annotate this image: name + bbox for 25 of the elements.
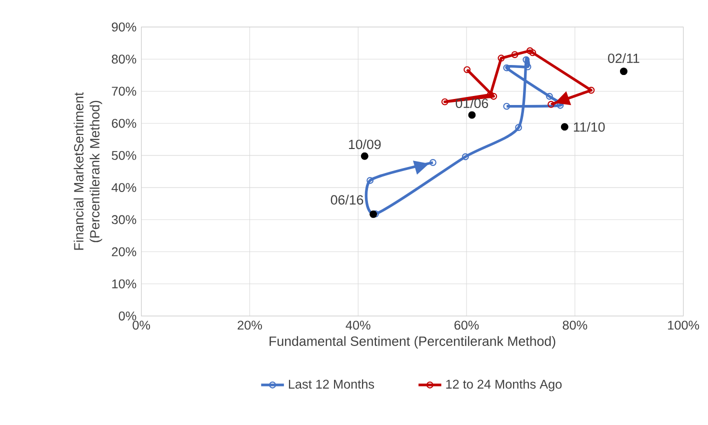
legend-label: 12 to 24 Months Ago	[446, 379, 562, 392]
y-tick-label: 10%	[112, 279, 136, 288]
x-tick-label: 0%	[132, 320, 150, 330]
x-tick-label: 80%	[562, 320, 588, 330]
x-tick-label: 100%	[668, 320, 700, 330]
y-tick-label: 70%	[112, 86, 136, 96]
y-tick-label: 50%	[112, 150, 136, 160]
y-tick-label: 90%	[112, 22, 136, 32]
annotation: 01/06	[456, 98, 488, 108]
y-tick-label: 80%	[112, 54, 136, 64]
annotation: 11/10	[574, 122, 605, 132]
x-axis-title: Fundamental Sentiment (Percentilerank Method)	[270, 336, 556, 349]
x-tick-label: 40%	[346, 320, 370, 330]
y-tick-label: 0%	[118, 312, 136, 320]
x-tick-label: 20%	[238, 320, 262, 330]
annotation: 06/16	[330, 194, 364, 205]
y-axis-title: Financial MarketSentiment (Percentilerank Method)	[74, 92, 102, 250]
y-tick-label: 30%	[112, 215, 136, 224]
annotation: 02/11	[608, 53, 640, 64]
legend-label: Last 12 Months	[288, 379, 374, 389]
x-tick-label: 60%	[454, 320, 479, 330]
y-tick-label: 40%	[112, 183, 136, 192]
y-tick-label: 20%	[112, 247, 136, 256]
annotation: 10/09	[348, 139, 381, 150]
y-tick-label: 60%	[112, 118, 136, 128]
